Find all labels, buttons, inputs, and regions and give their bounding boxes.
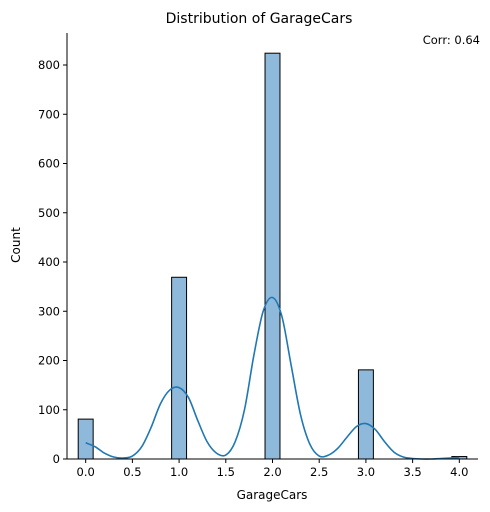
x-tick-label-0: 0.0: [77, 465, 95, 479]
bar-1: [171, 276, 188, 460]
axes-layer: 0.0 0.5 1.0 1.5 2.0 2.5 3.0 3.5 4.0 0 100 200 300 400…: [38, 33, 478, 479]
x-tick-label-2: 1.0: [170, 465, 188, 479]
y-tick-label-6: 600: [38, 157, 60, 171]
y-tick-label-7: 700: [38, 107, 60, 121]
x-tick-label-3: 1.5: [217, 465, 235, 479]
x-tick-label-5: 2.5: [310, 465, 328, 479]
y-tick-label-3: 300: [38, 304, 60, 318]
chart-title: Distribution of GarageCars: [166, 11, 353, 27]
y-tick-label-2: 200: [38, 354, 60, 368]
x-tick-label-1: 0.5: [123, 465, 141, 479]
y-tick-label-4: 400: [38, 255, 60, 269]
x-axis-label: GarageCars: [237, 488, 308, 502]
bar-2: [264, 52, 281, 460]
kde-layer: [85, 296, 460, 460]
x-tick-label-8: 4.0: [450, 465, 468, 479]
bars-layer: [77, 52, 468, 460]
x-tick-label-6: 3.0: [357, 465, 375, 479]
bar-3: [357, 369, 374, 460]
y-tick-label-8: 800: [38, 58, 60, 72]
bar-0: [77, 418, 94, 460]
y-axis-label: Count: [9, 227, 23, 263]
x-tick-label-7: 3.5: [403, 465, 421, 479]
x-tick-label-4: 2.0: [263, 465, 281, 479]
correlation-annotation: Corr: 0.64: [423, 33, 480, 47]
y-tick-label-0: 0: [53, 452, 60, 466]
y-tick-label-1: 100: [38, 403, 60, 417]
y-tick-label-5: 500: [38, 206, 60, 220]
kde-line: [85, 296, 460, 460]
